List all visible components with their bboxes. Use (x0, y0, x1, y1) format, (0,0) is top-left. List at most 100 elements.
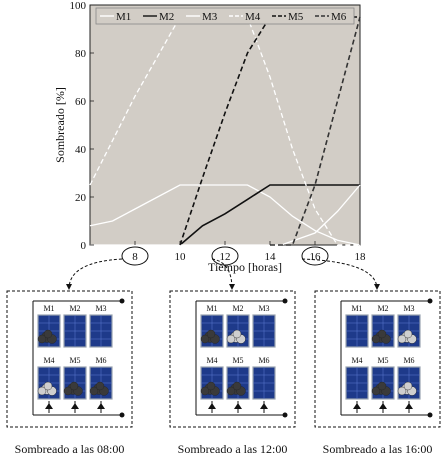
module-label-m4: M4 (206, 356, 217, 365)
y-tick-label: 80 (75, 48, 87, 60)
module-label-m1: M1 (43, 304, 54, 313)
diode-icon (208, 403, 216, 409)
module-label-m1: M1 (206, 304, 217, 313)
legend-label-m2: M2 (159, 11, 174, 23)
panel-caption: Sombreado a las 12:00 (178, 442, 288, 456)
cloud-shape (232, 381, 242, 391)
diode-icon (405, 403, 413, 409)
shading-panel: M1 M2 M3 M4 M5 M6 (169, 290, 296, 428)
cloud-shape (37, 386, 47, 396)
series-line-m3 (90, 184, 361, 246)
diode-icon (71, 403, 79, 409)
y-tick-label: 0 (81, 240, 87, 252)
legend-box (95, 7, 355, 25)
cloud-shape (69, 381, 79, 391)
module-label-m5: M5 (377, 356, 388, 365)
cloud-shape (226, 334, 236, 344)
cloud-shape (206, 329, 216, 339)
x-axis-label: Tiempo [horas] (208, 260, 282, 274)
y-tick-label: 20 (75, 192, 87, 204)
module-label-m3: M3 (95, 304, 106, 313)
diode-icon (379, 403, 387, 409)
panel-frame (6, 290, 133, 428)
module-label-m4: M4 (43, 356, 54, 365)
cloud-shape (37, 334, 47, 344)
terminal-dot (282, 412, 288, 418)
cloud-shape (403, 381, 413, 391)
y-tick-label: 40 (75, 144, 87, 156)
cloud-shape (43, 381, 53, 391)
diode-icon (260, 403, 268, 409)
x-tick-label: 14 (265, 251, 277, 263)
cloud-shape (200, 334, 210, 344)
panel-frame (169, 290, 296, 428)
y-tick-label: 60 (75, 96, 87, 108)
diode-icon (353, 403, 361, 409)
callout-arrow (211, 258, 235, 290)
cloud-shape (95, 381, 105, 391)
cloud-shape (371, 386, 381, 396)
cloud-shape (89, 386, 99, 396)
terminal-dot (119, 412, 125, 418)
module-label-m6: M6 (95, 356, 106, 365)
module-label-m3: M3 (258, 304, 269, 313)
time-callout-circle (211, 246, 239, 266)
module-label-m5: M5 (69, 356, 80, 365)
module-label-m2: M2 (377, 304, 388, 313)
legend-label-m3: M3 (202, 11, 218, 23)
cloud-shape (200, 386, 210, 396)
x-tick-label: 10 (175, 251, 187, 263)
cloud-shape (377, 329, 387, 339)
panel-caption: Sombreado a las 08:00 (15, 442, 125, 456)
series-line-m4 (89, 16, 360, 246)
series-line-m6 (270, 16, 361, 246)
callout-arrow (301, 258, 380, 290)
x-axis: 10 14 18 (134, 241, 367, 263)
terminal-dot (427, 298, 433, 304)
x-tick-label: 12 (220, 251, 231, 263)
cloud-shape (403, 329, 413, 339)
legend-label-m4: M4 (245, 11, 261, 23)
module-label-m3: M3 (403, 304, 414, 313)
diode-icon (97, 403, 105, 409)
series-line-m2 (179, 184, 360, 246)
module-label-m6: M6 (403, 356, 414, 365)
diode-icon (45, 403, 53, 409)
legend-label-m5: M5 (288, 11, 304, 23)
module-label-m6: M6 (258, 356, 269, 365)
cloud-shape (226, 386, 236, 396)
cloud-shape (232, 329, 242, 339)
series-layer (89, 16, 361, 246)
callout-arrow (66, 258, 123, 290)
y-axis: 0 20 40 60 80 100 (70, 0, 94, 252)
x-tick-label: 8 (132, 251, 138, 263)
legend: M1 M2 M3 M4 M5 M6 (95, 7, 355, 25)
y-tick-label: 100 (70, 0, 87, 12)
shading-panel: M1 M2 M3 M4 M5 M6 (314, 290, 441, 428)
series-line-m1 (89, 184, 361, 246)
terminal-dot (119, 298, 125, 304)
y-axis-label: Sombreado [%] (53, 87, 67, 163)
cloud-shape (43, 329, 53, 339)
module-label-m5: M5 (232, 356, 243, 365)
module-label-m2: M2 (232, 304, 243, 313)
legend-label-m1: M1 (116, 11, 131, 23)
time-callout-circle (301, 246, 329, 266)
terminal-dot (282, 298, 288, 304)
plot-background (89, 4, 361, 246)
cloud-shape (371, 334, 381, 344)
legend-label-m6: M6 (331, 11, 347, 23)
diode-icon (234, 403, 242, 409)
x-tick-label: 16 (310, 251, 322, 263)
panel-caption: Sombreado a las 16:00 (323, 442, 433, 456)
cloud-shape (63, 386, 73, 396)
cloud-shape (397, 334, 407, 344)
shading-panel: M1 M2 M3 M4 M5 M6 (6, 290, 133, 428)
cloud-shape (397, 386, 407, 396)
time-callouts: 8 12 16 (66, 246, 380, 290)
module-label-m1: M1 (351, 304, 362, 313)
terminal-dot (427, 412, 433, 418)
x-tick-label: 18 (355, 251, 367, 263)
